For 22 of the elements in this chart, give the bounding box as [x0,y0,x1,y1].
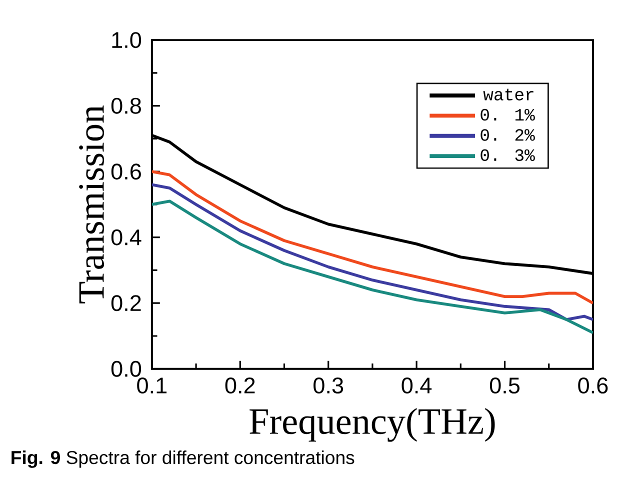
y-tick-label: 0.6 [111,164,141,180]
x-tick-label: 0.2 [225,378,255,394]
line-series [152,183,593,322]
legend-label: water [483,88,534,100]
x-tick-label: 0.6 [578,378,608,394]
line-series [152,200,593,334]
y-tick-label: 0.0 [111,360,142,377]
x-tick-label: 0.1 [137,378,167,394]
x-axis-title: Frequency(THz) [250,408,495,442]
line-series [152,170,593,305]
y-tick-label: 0.2 [111,295,141,312]
y-tick-label: 0.8 [111,98,141,114]
y-tick-label: 0.4 [111,229,142,246]
legend-label: 0. 2% [480,129,535,141]
x-tick-label: 0.4 [402,378,432,394]
legend-label: 0. 1% [480,108,535,121]
y-axis-title: Transmission [79,105,104,304]
legend-label: 0. 3% [480,149,535,162]
x-tick-label: 0.3 [314,378,344,394]
y-tick-label: 1.0 [112,32,142,48]
x-tick-label: 0.5 [490,378,520,394]
text: Fig. 9 Spectra for different concentrations [12,450,354,468]
